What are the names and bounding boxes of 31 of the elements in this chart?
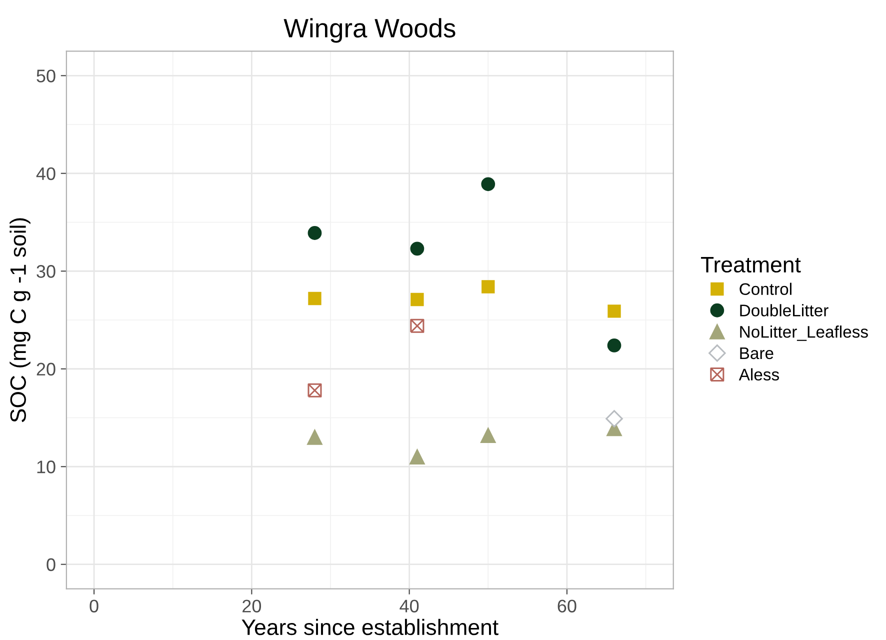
legend-label: NoLitter_Leafless [740,326,868,341]
y-axis-title: SOC (mg C g -1 soil) [10,218,30,422]
x-tick-label: 60 [558,600,576,612]
legend-title: Treatment [701,257,801,273]
y-tick-label: 50 [36,70,56,82]
point [608,304,621,318]
point [410,242,424,256]
point [308,292,322,306]
x-axis-title: Years since establishment [242,618,498,636]
legend-label: Aless [738,368,779,380]
point [606,410,623,428]
point [480,428,496,443]
chart-title: Wingra Woods [284,18,456,43]
legend-label: Control [740,282,792,296]
legend-label: Bare [740,347,774,360]
point [308,226,322,240]
x-tick-label: 0 [90,600,98,612]
x-tick-label: 20 [242,600,262,612]
point [481,177,496,192]
point [410,292,424,306]
point [307,430,322,445]
point [607,338,622,352]
y-tick-label: 10 [37,460,56,474]
point [410,449,425,464]
y-tick-label: 0 [46,558,56,572]
y-tick-label: 40 [36,167,56,180]
x-tick-label: 40 [400,600,419,612]
y-tick-label: 30 [36,265,56,278]
legend-label: DoubleLitter [740,304,828,316]
y-tick-label: 20 [36,362,56,376]
point [482,280,495,294]
